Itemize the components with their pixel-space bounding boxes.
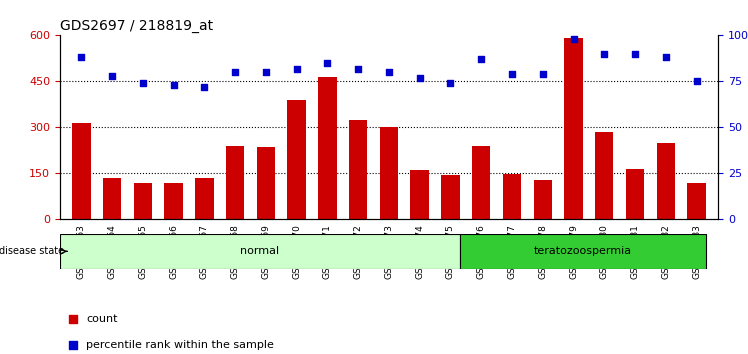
Bar xyxy=(226,146,245,219)
Bar xyxy=(533,179,552,219)
Point xyxy=(383,69,395,75)
Point xyxy=(503,32,515,37)
Bar xyxy=(564,39,583,219)
Point xyxy=(260,69,272,75)
Text: GDS2697 / 218819_at: GDS2697 / 218819_at xyxy=(60,19,213,33)
Point xyxy=(168,82,180,88)
Bar xyxy=(257,147,275,219)
Point xyxy=(690,79,702,84)
Point xyxy=(660,55,672,60)
Point xyxy=(568,36,580,42)
Point xyxy=(475,57,487,62)
Bar xyxy=(195,178,214,219)
Point xyxy=(352,66,364,72)
Point xyxy=(598,51,610,57)
Bar xyxy=(287,100,306,219)
Point xyxy=(229,69,241,75)
Point xyxy=(537,71,549,77)
Bar xyxy=(411,170,429,219)
Point xyxy=(629,51,641,57)
Bar xyxy=(657,143,675,219)
Point xyxy=(414,75,426,81)
Bar xyxy=(626,169,644,219)
Text: percentile rank within the sample: percentile rank within the sample xyxy=(86,340,274,350)
FancyBboxPatch shape xyxy=(60,234,460,269)
Point xyxy=(198,84,210,90)
Bar xyxy=(472,146,491,219)
Bar xyxy=(595,132,613,219)
Point xyxy=(137,80,149,86)
Bar xyxy=(134,183,152,219)
Bar xyxy=(687,183,706,219)
Point xyxy=(503,273,515,279)
Text: normal: normal xyxy=(240,246,279,256)
Bar xyxy=(503,174,521,219)
Bar xyxy=(380,127,398,219)
Point xyxy=(291,66,303,72)
Text: teratozoospermia: teratozoospermia xyxy=(533,246,632,256)
Text: count: count xyxy=(86,314,117,324)
Text: disease state: disease state xyxy=(0,246,64,256)
Point xyxy=(444,80,456,86)
Point xyxy=(506,71,518,77)
Point xyxy=(322,60,334,66)
Bar xyxy=(318,77,337,219)
Point xyxy=(106,73,118,79)
Bar xyxy=(103,178,121,219)
Bar xyxy=(72,123,91,219)
Point xyxy=(76,55,88,60)
Bar xyxy=(349,120,367,219)
FancyBboxPatch shape xyxy=(460,234,706,269)
Bar xyxy=(165,183,183,219)
Bar xyxy=(441,175,460,219)
